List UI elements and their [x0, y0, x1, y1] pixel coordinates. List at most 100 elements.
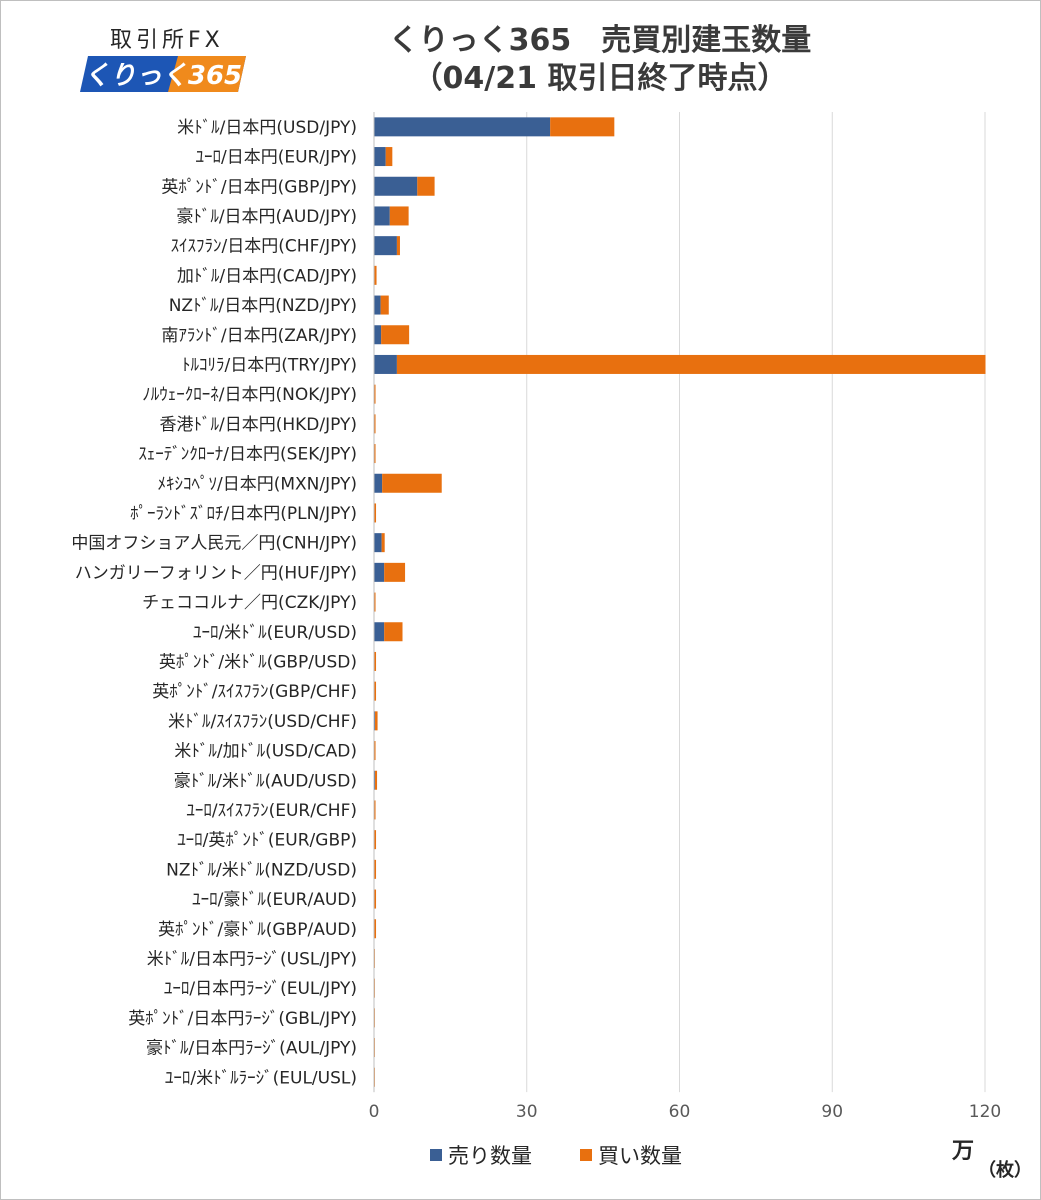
category-label: ｽｪｰﾃﾞﾝｸﾛｰﾅ/日本円(SEK/JPY): [138, 445, 357, 465]
bar-sell: [374, 473, 383, 493]
category-label: ﾕｰﾛ/豪ﾄﾞﾙ(EUR/AUD): [192, 889, 357, 910]
bar-buy: [374, 859, 377, 879]
bar-buy: [550, 117, 615, 137]
x-tick-label: 120: [969, 1102, 1001, 1122]
svg-text:くりっく365: くりっく365: [84, 61, 242, 91]
bar-buy: [396, 236, 400, 256]
bar-sell: [374, 236, 397, 256]
category-label: 香港ﾄﾞﾙ/日本円(HKD/JPY): [159, 415, 357, 435]
bar-sell: [374, 325, 382, 345]
bar-sell: [374, 562, 385, 582]
category-label: 豪ﾄﾞﾙ/米ﾄﾞﾙ(AUD/USD): [174, 770, 357, 791]
bar-buy: [374, 503, 377, 523]
bar-buy: [374, 592, 376, 612]
bar-buy: [385, 147, 393, 167]
category-label: ﾕｰﾛ/米ﾄﾞﾙ(EUR/USD): [193, 623, 357, 643]
bar-sell: [374, 354, 397, 374]
bar-sell: [374, 176, 418, 196]
chart-title: くりっく365 売買別建玉数量 （04/21 取引日終了時点）: [300, 22, 900, 98]
category-label: 豪ﾄﾞﾙ/日本円(AUD/JPY): [176, 206, 357, 227]
category-label: ﾕｰﾛ/英ﾎﾟﾝﾄﾞ(EUR/GBP): [177, 831, 357, 851]
x-tick-label: 90: [821, 1102, 843, 1122]
x-tick-label: 30: [516, 1102, 538, 1122]
category-label: 英ﾎﾟﾝﾄﾞ/日本円ﾗｰｼﾞ(GBL/JPY): [128, 1009, 357, 1029]
bar-buy: [381, 533, 385, 553]
category-label: 英ﾎﾟﾝﾄﾞ/米ﾄﾞﾙ(GBP/USD): [159, 652, 357, 672]
bar-buy: [417, 176, 435, 196]
category-label: ﾄﾙｺﾘﾗ/日本円(TRY/JPY): [182, 355, 357, 375]
category-label: ﾉﾙｳｪｰｸﾛｰﾈ/日本円(NOK/JPY): [142, 385, 357, 405]
bar-buy: [374, 1067, 375, 1087]
x-tick-label: 60: [669, 1102, 691, 1122]
bar-buy: [374, 651, 377, 671]
bar-sell: [374, 622, 385, 642]
category-label: 豪ﾄﾞﾙ/日本円ﾗｰｼﾞ(AUL/JPY): [146, 1038, 357, 1059]
bar-sell: [374, 206, 390, 226]
bar-buy: [374, 830, 377, 850]
bar-sell: [374, 770, 376, 790]
logo-caption: 取引所FX: [110, 28, 224, 53]
bar-buy: [374, 444, 376, 464]
bar-buy: [374, 1038, 375, 1058]
chart-title-line2: （04/21 取引日終了時点）: [412, 61, 788, 96]
bar-sell: [374, 147, 386, 167]
category-label: ﾕｰﾛ/米ﾄﾞﾙﾗｰｼﾞ(EUL/USL): [165, 1068, 357, 1088]
category-label: 米ﾄﾞﾙ/日本円(USD/JPY): [177, 118, 357, 138]
bar-buy: [374, 948, 375, 968]
bar-buy: [384, 622, 403, 642]
chart-legend: 売り数量 買い数量: [430, 1140, 682, 1170]
legend-label-buy: 買い数量: [598, 1144, 682, 1168]
bar-buy: [374, 681, 377, 701]
bar-sell: [374, 295, 381, 315]
category-label: ﾕｰﾛ/日本円ﾗｰｼﾞ(EUL/JPY): [164, 979, 357, 999]
bar-buy: [396, 354, 986, 374]
logo-badge: くりっく365: [80, 56, 246, 92]
bar-buy: [389, 206, 409, 226]
category-label: ハンガリーフォリント／円(HUF/JPY): [75, 563, 357, 583]
bar-sell: [374, 117, 551, 137]
category-label: 米ﾄﾞﾙ/ｽｲｽﾌﾗﾝ(USD/CHF): [168, 712, 357, 732]
bar-sell: [374, 533, 382, 553]
bar-buy: [380, 295, 389, 315]
legend-item-sell: 売り数量: [430, 1140, 532, 1170]
category-label: ｽｲｽﾌﾗﾝ/日本円(CHF/JPY): [171, 237, 357, 257]
category-label: 南ｱﾗﾝﾄﾞ/日本円(ZAR/JPY): [161, 326, 357, 346]
legend-item-buy: 買い数量: [580, 1140, 682, 1170]
bar-buy: [374, 978, 375, 998]
bar-buy: [384, 562, 406, 582]
category-label: NZﾄﾞﾙ/米ﾄﾞﾙ(NZD/USD): [166, 860, 357, 880]
bar-buy: [374, 1008, 375, 1028]
category-label: 英ﾎﾟﾝﾄﾞ/ｽｲｽﾌﾗﾝ(GBP/CHF): [152, 682, 357, 702]
bar-buy: [374, 919, 377, 939]
legend-label-sell: 売り数量: [448, 1144, 532, 1168]
category-label: 米ﾄﾞﾙ/日本円ﾗｰｼﾞ(USL/JPY): [147, 949, 357, 969]
bar-buy: [375, 711, 378, 731]
category-label: 加ﾄﾞﾙ/日本円(CAD/JPY): [177, 266, 357, 286]
category-label: 中国オフショア人民元／円(CNH/JPY): [71, 534, 357, 554]
category-label: 米ﾄﾞﾙ/加ﾄﾞﾙ(USD/CAD): [174, 742, 357, 762]
legend-swatch-sell: [430, 1149, 442, 1161]
unit-label-mai: （枚）: [978, 1160, 1032, 1181]
bar-buy: [374, 741, 376, 761]
category-label: ﾎﾟｰﾗﾝﾄﾞｽﾞﾛﾁ/日本円(PLN/JPY): [130, 504, 357, 524]
chart-title-line1: くりっく365 売買別建玉数量: [388, 23, 812, 58]
bar-buy: [382, 473, 442, 493]
bar-sell: [374, 711, 376, 731]
bar-buy: [374, 889, 377, 909]
bar-buy: [374, 414, 376, 434]
x-tick-label: 0: [369, 1102, 380, 1122]
unit-label-man: 万: [952, 1139, 975, 1164]
bar-buy: [375, 770, 378, 790]
legend-swatch-buy: [580, 1149, 592, 1161]
bar-buy: [381, 325, 410, 345]
category-label: 英ﾎﾟﾝﾄﾞ/日本円(GBP/JPY): [161, 177, 357, 197]
category-label: チェココルナ／円(CZK/JPY): [142, 593, 357, 613]
category-label: 英ﾎﾟﾝﾄﾞ/豪ﾄﾞﾙ(GBP/AUD): [158, 919, 357, 940]
bar-buy: [374, 265, 377, 285]
category-label: ﾒｷｼｺﾍﾟｿ/日本円(MXN/JPY): [157, 474, 357, 494]
category-label: ﾕｰﾛ/日本円(EUR/JPY): [196, 148, 358, 168]
bar-buy: [374, 800, 376, 820]
bar-buy: [374, 384, 376, 404]
category-label: ﾕｰﾛ/ｽｲｽﾌﾗﾝ(EUR/CHF): [186, 801, 357, 821]
